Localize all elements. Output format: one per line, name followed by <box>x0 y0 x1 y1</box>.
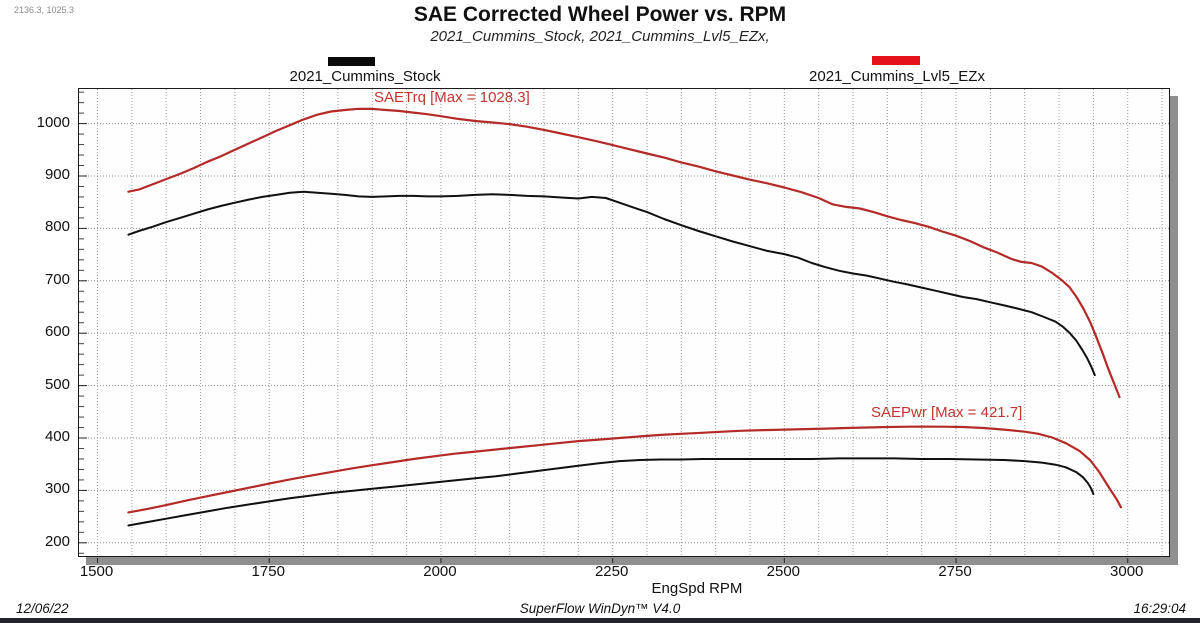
footer-app-name: SuperFlow WinDyn™ V4.0 <box>519 601 681 616</box>
x-axis-title: EngSpd RPM <box>651 580 743 597</box>
footer-time: 16:29:04 <box>1133 601 1186 616</box>
curve-stock_power <box>127 457 1095 527</box>
x-tick-label: 2750 <box>938 563 972 580</box>
legend-label-lvl5: 2021_Cummins_Lvl5_EZx <box>809 68 985 85</box>
y-tick-label: 1000 <box>36 113 70 131</box>
y-tick-label: 300 <box>44 480 70 498</box>
y-tick-label: 800 <box>44 218 70 236</box>
y-tick-label: 200 <box>44 532 70 550</box>
x-tick-label: 2500 <box>766 563 801 580</box>
y-tick-label: 400 <box>44 427 70 445</box>
legend-label-stock: 2021_Cummins_Stock <box>289 68 441 85</box>
curve-lvl5_power <box>127 425 1123 514</box>
y-tick-label: 700 <box>44 270 70 288</box>
curve-stock_torque <box>127 190 1096 377</box>
plot-area <box>78 88 1171 563</box>
cursor-coordinate-readout: 2136.3, 1025.3 <box>14 5 75 15</box>
x-tick-label: 1500 <box>79 563 114 580</box>
x-tick-label: 2250 <box>594 563 629 580</box>
window-bottom-edge <box>0 618 1200 623</box>
y-tick-label: 900 <box>44 165 70 183</box>
curve-lvl5_torque <box>127 107 1121 399</box>
torque-max-annotation: SAETrq [Max = 1028.3] <box>374 89 530 106</box>
chart-subtitle: 2021_Cummins_Stock, 2021_Cummins_Lvl5_EZ… <box>430 28 770 45</box>
power-max-annotation: SAEPwr [Max = 421.7] <box>871 404 1023 421</box>
y-tick-label: 600 <box>44 323 70 341</box>
footer-date: 12/06/22 <box>16 601 69 616</box>
legend-swatch-lvl5 <box>872 56 920 65</box>
legend-swatch-stock <box>328 57 375 66</box>
x-tick-label: 1750 <box>251 563 285 580</box>
x-tick-label: 2000 <box>423 563 457 580</box>
y-tick-label: 500 <box>44 375 70 393</box>
chart-title: SAE Corrected Wheel Power vs. RPM <box>413 3 787 26</box>
x-tick-label: 3000 <box>1110 563 1144 580</box>
dyno-curves-svg <box>79 89 1171 563</box>
